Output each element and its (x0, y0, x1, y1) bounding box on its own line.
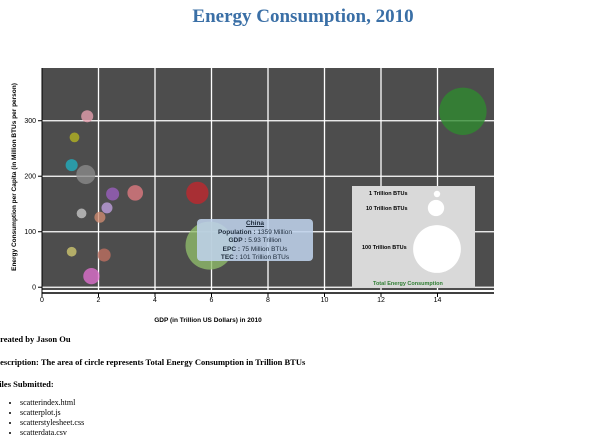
created-by: Created by Jason Ou (0, 334, 71, 344)
y-tick-label: 200 (24, 174, 36, 181)
bubble-6[interactable] (76, 165, 96, 185)
legend-entry-10-label: 10 Trillion BTUs (366, 206, 408, 212)
legend-circle (413, 225, 461, 273)
bubble-12[interactable] (66, 246, 77, 257)
bubble-3[interactable] (81, 110, 94, 123)
legend-entry-1-label: 1 Trillion BTUs (369, 191, 408, 197)
files-heading: Files Submitted: (0, 379, 54, 389)
legend-circle (433, 190, 441, 198)
files-list: scatterindex.html scatterplot.js scatter… (6, 398, 84, 438)
x-tick-label: 12 (377, 297, 385, 304)
legend-circle (427, 199, 445, 217)
tooltip-line-tec: TEC : 101 Trillion BTUs (220, 254, 290, 261)
bubble-4[interactable] (69, 132, 80, 143)
bubble-13[interactable] (97, 248, 111, 262)
list-item: scatterdata.csv (20, 428, 84, 438)
x-tick-label: 6 (210, 297, 214, 304)
bubble-7[interactable] (127, 185, 144, 201)
bubble-2[interactable] (186, 181, 209, 205)
bubble-10[interactable] (76, 208, 87, 219)
china-tooltip: China Population : 1359 Million GDP : 5.… (197, 219, 313, 261)
legend-title: Total Energy Consumption (373, 281, 444, 287)
bubble-9[interactable] (101, 202, 113, 214)
description: Description: The area of circle represen… (0, 357, 306, 367)
page-title: Energy Consumption, 2010 (192, 6, 414, 27)
list-item: scatterplot.js (20, 408, 84, 418)
x-tick-label: 0 (40, 297, 44, 304)
bubble-14[interactable] (83, 267, 100, 285)
scatter-chart: 0 2 4 6 8 10 12 14 0 100 200 300 GDP (in Trillion U… (11, 68, 494, 324)
bubble-11[interactable] (94, 211, 106, 223)
bubble-5[interactable] (65, 159, 78, 172)
x-axis-label: GDP (in Trillion US Dollars) in 2010 (154, 317, 262, 324)
x-tick-label: 2 (97, 297, 101, 304)
axes: 0 2 4 6 8 10 12 14 0 100 200 300 (24, 68, 494, 304)
x-tick-label: 14 (434, 297, 442, 304)
y-tick-label: 0 (32, 285, 36, 292)
x-tick-label: 4 (153, 297, 157, 304)
list-item: scatterstylesheet.css (20, 418, 84, 428)
y-tick-label: 100 (24, 229, 36, 236)
x-tick-label: 10 (321, 297, 329, 304)
legend-circles (413, 190, 461, 273)
tooltip-line-population: Population : 1359 Million (217, 228, 293, 236)
tooltip-line-gdp: GDP : 5.93 Trillion (228, 237, 282, 244)
legend-entry-100-label: 100 Trillion BTUs (362, 245, 407, 251)
bubble-0[interactable] (439, 87, 487, 135)
tooltip-title: China (245, 220, 265, 227)
y-axis-label: Energy Consumption per Capita (in Millio… (11, 83, 18, 271)
x-tick-label: 8 (266, 297, 270, 304)
y-tick-label: 300 (24, 118, 36, 125)
list-item: scatterindex.html (20, 398, 84, 408)
bubble-8[interactable] (106, 187, 120, 201)
size-legend: 1 Trillion BTUs 10 Trillion BTUs 100 Tri… (352, 186, 475, 288)
tooltip-line-epc: EPC : 75 Million BTUs (222, 245, 288, 253)
